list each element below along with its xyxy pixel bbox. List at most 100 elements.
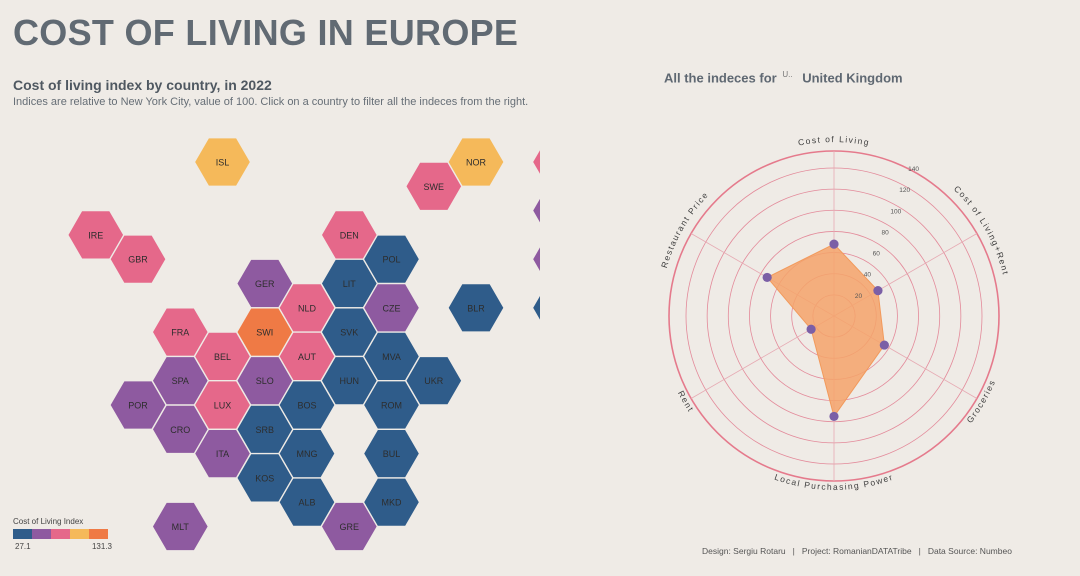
hex-shape[interactable] (531, 235, 541, 283)
hex-label: BOS (297, 401, 316, 411)
radar-point-2[interactable] (879, 340, 889, 350)
hex-tile-gbr[interactable]: GBR (109, 234, 167, 284)
hex-shape[interactable] (320, 501, 378, 552)
legend-swatch-4 (70, 529, 89, 539)
radar-point-3[interactable] (829, 411, 839, 422)
hex-tile-fin[interactable]: FIN (531, 138, 541, 186)
dashboard-title: COST OF LIVING IN EUROPE (13, 12, 519, 53)
hex-tile-lat[interactable]: LAT (531, 235, 541, 283)
hex-tile-swe[interactable]: SWE (405, 161, 463, 212)
radar-point-1[interactable] (873, 286, 883, 296)
radar-title: All the indeces for U.. United Kingdom (664, 70, 903, 85)
radar-title-label: All the indeces for (664, 70, 777, 86)
radar-axis-label-0: Cost of Living (797, 134, 871, 148)
hex-shape[interactable] (447, 283, 505, 333)
radar-spoke (833, 233, 978, 317)
radar-tick-label: 60 (873, 251, 881, 258)
legend-swatch-3 (51, 529, 70, 539)
hex-label: KOS (255, 473, 274, 483)
hex-shape[interactable] (405, 161, 463, 212)
radar-axis-label-1: Cost of Living+Rent (952, 184, 1011, 277)
hex-tile-est[interactable]: EST (531, 186, 541, 234)
hex-shape[interactable] (151, 501, 209, 552)
footer-design: Design: Sergiu Rotaru (702, 546, 786, 556)
radar-point-4[interactable] (806, 324, 816, 334)
hex-label: FRA (171, 328, 189, 338)
hex-label: BUL (383, 449, 401, 459)
hex-label: BEL (214, 352, 231, 362)
radar-grid-ring (812, 294, 856, 338)
hex-label: ALB (298, 498, 315, 508)
hex-label: SRB (255, 425, 274, 435)
radar-point-0[interactable] (829, 239, 839, 249)
radar-point-5[interactable] (762, 272, 772, 283)
hex-label: CRO (170, 425, 190, 435)
radar-axis-label-4: Rent (676, 389, 696, 414)
radar-axis-label-3: Local Purchasing Power (773, 472, 895, 492)
hex-label: HUN (340, 376, 360, 386)
hex-shape[interactable] (531, 284, 541, 332)
footer-project: Project: RomanianDATATribe (801, 546, 912, 556)
hexmap-description: Indices are relative to New York City, v… (13, 96, 529, 108)
radar-tick-label: 80 (882, 229, 890, 236)
radar-grid-ring (770, 252, 898, 380)
hex-label: POR (128, 401, 148, 411)
hexmap-chart: ISL NOR FIN SWE EST IRE DEN GBR POL LAT GER LIT NLD C… (67, 137, 541, 552)
hex-shape[interactable] (531, 138, 541, 186)
hex-label: SWI (256, 328, 273, 338)
legend-min: 27.1 (15, 542, 31, 551)
hex-label: SLO (256, 376, 274, 386)
legend-swatch-5 (89, 529, 108, 539)
footer-source: Data Source: Numbeo (927, 546, 1012, 556)
legend-title: Cost of Living Index (13, 517, 84, 526)
hex-label: MVA (382, 352, 401, 362)
hex-label: NLD (298, 303, 317, 313)
hex-label: ITA (216, 449, 229, 459)
hex-label: SPA (172, 376, 189, 386)
hex-label: LUX (214, 401, 232, 411)
hex-label: DEN (340, 230, 359, 240)
radar-area-uk (766, 243, 885, 418)
hex-shape[interactable] (109, 234, 167, 284)
legend-color-bar (13, 529, 112, 539)
hex-label: MNG (297, 449, 318, 459)
hex-label: GER (255, 279, 275, 289)
radar-spoke (833, 315, 978, 399)
radar-axis-label-2: Groceries (964, 378, 997, 425)
radar-title-country: United Kingdom (802, 70, 903, 86)
color-legend: Cost of Living Index 27.1 131.3 (13, 517, 112, 551)
legend-swatch-2 (32, 529, 51, 539)
hex-tile-bul[interactable]: BUL (362, 428, 421, 479)
hex-label: SWE (423, 182, 444, 192)
footer-credits: Design: Sergiu Rotaru | Project: RomanianD… (702, 546, 1012, 556)
radar-tick-label: 140 (908, 166, 919, 173)
radar-grid-ring (791, 273, 877, 359)
hex-label: BLR (467, 303, 485, 313)
hex-label: SVK (340, 328, 358, 338)
hex-tile-gre[interactable]: GRE (320, 501, 378, 552)
radar-tick-label: 120 (899, 187, 910, 194)
hex-label: POL (382, 255, 400, 265)
radar-outer-ring (668, 150, 1000, 482)
hex-tile-rus[interactable]: RUS (531, 284, 541, 332)
hex-tile-blr[interactable]: BLR (447, 283, 505, 333)
hex-label: GRE (339, 522, 359, 532)
legend-swatch-1 (13, 529, 32, 539)
hex-tile-isl[interactable]: ISL (193, 137, 252, 187)
radar-spoke (690, 233, 835, 317)
radar-grid-ring (706, 188, 962, 444)
radar-grid-ring (749, 231, 919, 401)
hex-shape[interactable] (531, 186, 541, 234)
hex-label: IRE (88, 230, 103, 240)
hex-label: NOR (466, 158, 487, 168)
country-selector[interactable]: U.. (782, 70, 793, 79)
radar-tick-label: 40 (864, 272, 872, 279)
legend-max: 131.3 (91, 542, 112, 551)
hex-label: ISL (216, 158, 230, 168)
hex-tile-mlt[interactable]: MLT (151, 501, 209, 552)
hex-label: UKR (424, 376, 444, 386)
radar-axis-label-5: Restaurant Price (659, 189, 711, 269)
hex-label: CZE (383, 303, 401, 313)
hex-shape[interactable] (193, 137, 252, 187)
hex-label: GBR (128, 255, 148, 265)
